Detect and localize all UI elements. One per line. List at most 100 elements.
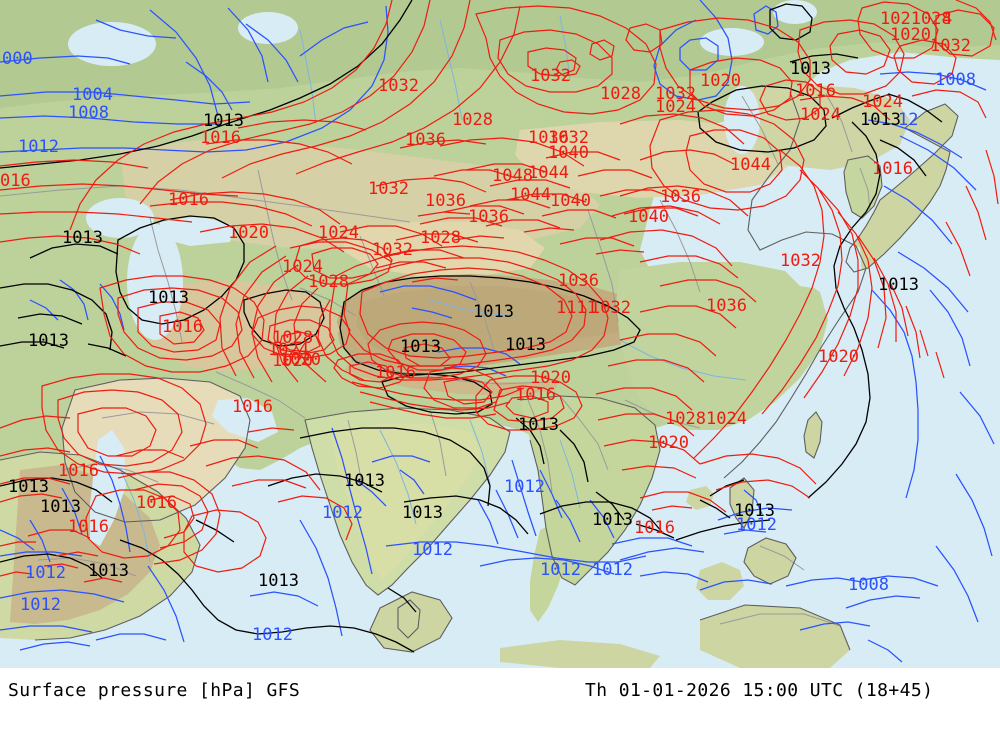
- isobar-label: 1012: [736, 515, 777, 535]
- isobar-label: 1012: [25, 563, 66, 583]
- isobar-label: 1036: [558, 271, 599, 291]
- isobar-label: 1016: [58, 461, 99, 481]
- isobar-label: 000: [2, 49, 33, 69]
- isobar-label: 1040: [628, 207, 669, 227]
- isobar-label: 1013: [62, 228, 103, 248]
- isobar-label: 1040: [550, 191, 591, 211]
- isobar-label: 1013: [148, 288, 189, 308]
- persian-gulf: [212, 398, 278, 442]
- isobar-label: 1036: [405, 130, 446, 150]
- isobar-label: 1012: [18, 137, 59, 157]
- isobar-label: 1024: [862, 92, 903, 112]
- isobar-label: 1013: [40, 497, 81, 517]
- isobar-label: 1032: [590, 298, 631, 318]
- isobar-label: 1016: [162, 317, 203, 337]
- isobar-label: 1013: [878, 275, 919, 295]
- isobar-label: 1020: [890, 25, 931, 45]
- isobar-label: 1024: [706, 409, 747, 429]
- isobar-label: 1012: [252, 625, 293, 645]
- isobar-label: 1012: [592, 560, 633, 580]
- map-footer: Surface pressure [hPa] GFS Th 01-01-2026…: [0, 668, 1000, 733]
- isobar-label: 1036: [468, 207, 509, 227]
- isobar-label: 1008: [848, 575, 889, 595]
- isobar-label: 1032: [372, 240, 413, 260]
- isobar-label: 1013: [505, 335, 546, 355]
- isobar-1013-layer: [0, 0, 943, 653]
- isobar-label: 1016: [136, 493, 177, 513]
- java-island: [500, 640, 660, 668]
- inland-lake: [160, 216, 236, 246]
- isobar-label: 1111: [556, 298, 597, 318]
- isobar-label: 1032: [530, 66, 571, 86]
- taiwan-island: [804, 412, 822, 458]
- rivers-layer: [119, 15, 747, 563]
- isobar-label: 1032: [780, 251, 821, 271]
- caspian-sea: [127, 224, 183, 340]
- korean-peninsula: [844, 156, 882, 218]
- isobar-label: 1013: [860, 110, 901, 130]
- pressure-map-canvas[interactable]: 000 1004 1008 1012 016 1013 1016 1016 1032 1032 10…: [0, 0, 1000, 668]
- isobar-label: 1004: [72, 85, 113, 105]
- aral-region-water: [86, 198, 154, 238]
- isobar-label: 016: [0, 171, 31, 191]
- isobar-label: 1028: [452, 110, 493, 130]
- lake-baikal-n: [700, 28, 764, 56]
- red-sea: [90, 430, 126, 546]
- isobar-label: 1036: [706, 296, 747, 316]
- northern-lake: [773, 0, 817, 24]
- isobar-label: 1016: [634, 518, 675, 538]
- tibetan-plateau-core: [356, 286, 650, 358]
- malay-peninsula: [530, 522, 566, 622]
- isobar-label: 1036: [528, 128, 569, 148]
- footer-title-text: Surface pressure [hPa] GFS: [8, 680, 301, 701]
- isobar-label: 1020: [530, 368, 571, 388]
- isobar-label: 1032: [548, 128, 589, 148]
- isobar-label: 1016: [168, 190, 209, 210]
- philippines-palawan: [696, 562, 744, 600]
- isobar-label: 1020: [648, 433, 689, 453]
- isobar-label: 1020: [818, 347, 859, 367]
- isobar-label: 1028: [272, 328, 313, 348]
- philippines-luzon: [730, 478, 754, 528]
- isobar-label: 1032: [378, 76, 419, 96]
- isobar-label: 12: [898, 110, 918, 130]
- isobar-label: 1040: [548, 143, 589, 163]
- isobar-label: 1036: [425, 191, 466, 211]
- isobar-label: 1036: [660, 187, 701, 207]
- isobar-label: 1024: [800, 105, 841, 125]
- isobar-label: 1024: [318, 223, 359, 243]
- isobar-label: 1024: [282, 257, 323, 277]
- isobar-label: 4: [942, 9, 952, 29]
- isobar-label: 1028: [665, 409, 706, 429]
- isobar-label: 1013: [203, 111, 244, 131]
- isobar-label: 1016: [375, 363, 416, 383]
- isobar-label: 1016: [872, 159, 913, 179]
- isobar-label: 1028: [420, 228, 461, 248]
- isobar-label: 1020: [700, 71, 741, 91]
- isobar-label: 1013: [344, 471, 385, 491]
- coastline-layer: [0, 91, 959, 653]
- isobar-label: 1024: [655, 97, 696, 117]
- footer-valid-time-text: Th 01-01-2026 15:00 UTC (18+45): [585, 680, 934, 701]
- isobar-label: 1028: [308, 272, 349, 292]
- isobar-label: 1012: [540, 560, 581, 580]
- isobar-label: 1012: [20, 595, 61, 615]
- lake-baikal: [724, 86, 760, 154]
- isobar-label: 1016: [68, 517, 109, 537]
- isobar-label: 1028: [600, 84, 641, 104]
- isobar-label: 1016: [200, 128, 241, 148]
- isobar-label: 1013: [790, 59, 831, 79]
- isobar-label: 1044: [528, 163, 569, 183]
- isobar-label: 1013: [28, 331, 69, 351]
- isobar-label: 1013: [8, 477, 49, 497]
- borneo-island: [700, 605, 850, 668]
- isobar-label: 1032: [930, 36, 971, 56]
- isobar-label: 1013: [734, 501, 775, 521]
- isobar-label: 1012: [322, 503, 363, 523]
- isobar-label: 1044: [730, 155, 771, 175]
- isobar-label: 1016: [515, 385, 556, 405]
- gobi-desert: [515, 120, 790, 198]
